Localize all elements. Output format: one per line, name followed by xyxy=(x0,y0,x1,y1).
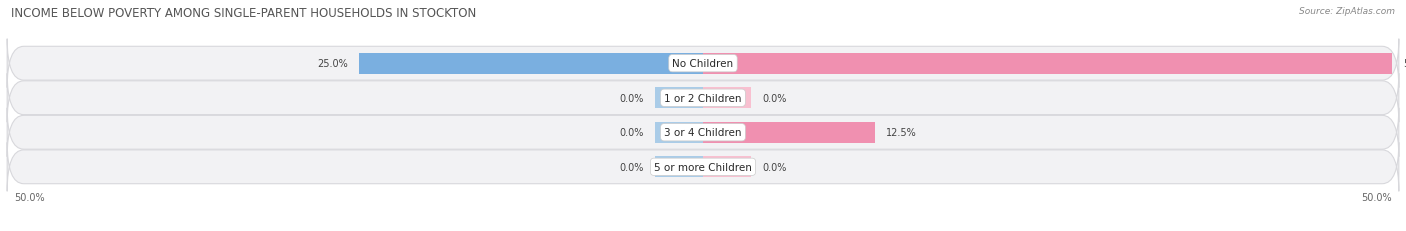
Text: 0.0%: 0.0% xyxy=(620,162,644,172)
Bar xyxy=(655,122,703,143)
Text: 50.0%: 50.0% xyxy=(1361,192,1392,202)
Bar xyxy=(703,53,1392,75)
FancyBboxPatch shape xyxy=(7,40,1399,88)
Bar xyxy=(703,88,751,109)
Text: 0.0%: 0.0% xyxy=(762,93,786,103)
Bar xyxy=(703,122,875,143)
Text: 25.0%: 25.0% xyxy=(316,59,347,69)
Text: 1 or 2 Children: 1 or 2 Children xyxy=(664,93,742,103)
Text: Source: ZipAtlas.com: Source: ZipAtlas.com xyxy=(1299,7,1395,16)
Text: 5 or more Children: 5 or more Children xyxy=(654,162,752,172)
FancyBboxPatch shape xyxy=(7,143,1399,191)
Text: 12.5%: 12.5% xyxy=(886,128,917,138)
FancyBboxPatch shape xyxy=(7,74,1399,123)
Text: INCOME BELOW POVERTY AMONG SINGLE-PARENT HOUSEHOLDS IN STOCKTON: INCOME BELOW POVERTY AMONG SINGLE-PARENT… xyxy=(11,7,477,20)
Text: 0.0%: 0.0% xyxy=(620,93,644,103)
FancyBboxPatch shape xyxy=(7,108,1399,157)
Text: 50.0%: 50.0% xyxy=(1403,59,1406,69)
Text: 0.0%: 0.0% xyxy=(620,128,644,138)
Text: 50.0%: 50.0% xyxy=(14,192,45,202)
Text: 3 or 4 Children: 3 or 4 Children xyxy=(664,128,742,138)
Text: 0.0%: 0.0% xyxy=(762,162,786,172)
Bar xyxy=(359,53,703,75)
Bar xyxy=(703,156,751,178)
Bar xyxy=(655,88,703,109)
Bar xyxy=(655,156,703,178)
Text: No Children: No Children xyxy=(672,59,734,69)
